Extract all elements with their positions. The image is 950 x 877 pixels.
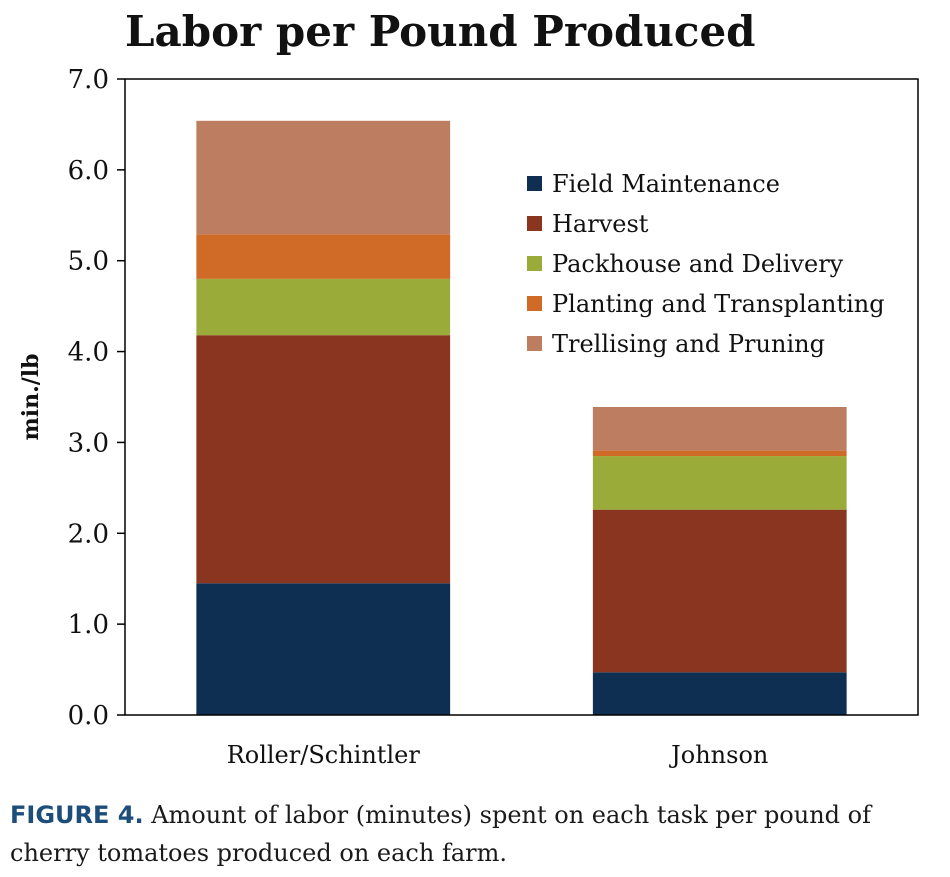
legend-swatch [527, 256, 542, 271]
bar-segment-harvest-roller-schintler [196, 335, 451, 584]
bar-segment-trellising-and-pruning-roller-schintler [196, 120, 451, 235]
legend-label: Planting and Transplanting [552, 290, 885, 318]
legend-label: Trellising and Pruning [552, 330, 825, 358]
bar-segment-planting-and-transplanting-roller-schintler [196, 234, 451, 279]
legend-label: Harvest [552, 210, 649, 238]
legend: Field Maintenance Harvest Packhouse and De… [527, 170, 885, 358]
y-tick-label: 3.0 [68, 428, 109, 458]
caption-label: FIGURE 4. [10, 801, 144, 829]
y-axis-label: min./lb [18, 353, 44, 440]
x-axis-labels: Roller/Schintler Johnson [227, 741, 769, 769]
chart-title: Labor per Pound Produced [125, 7, 756, 56]
y-tick-label: 7.0 [68, 65, 109, 95]
figure-caption: FIGURE 4. Amount of labor (minutes) spen… [10, 796, 945, 872]
plot-area-frame [124, 78, 919, 716]
bar-segment-trellising-and-pruning-johnson [592, 406, 847, 451]
legend-label: Field Maintenance [552, 170, 780, 198]
legend-swatch [527, 216, 542, 231]
y-tick-label: 0.0 [68, 701, 109, 731]
bar-segment-packhouse-and-delivery-johnson [592, 456, 847, 510]
caption-text: Amount of labor (minutes) spent on each … [10, 801, 871, 867]
y-tick-label: 5.0 [68, 247, 109, 277]
y-tick-label: 6.0 [68, 156, 109, 186]
x-category-label: Johnson [668, 741, 768, 769]
legend-swatch [527, 296, 542, 311]
bars [196, 120, 847, 715]
y-tick-label: 4.0 [68, 338, 109, 368]
y-tick-label: 2.0 [68, 519, 109, 549]
y-axis-ticks: 0.0 1.0 2.0 3.0 4.0 5.0 6.0 7.0 [68, 65, 125, 731]
bar-segment-field-maintenance-roller-schintler [196, 583, 451, 715]
legend-swatch [527, 336, 542, 351]
legend-label: Packhouse and Delivery [552, 250, 844, 278]
y-tick-label: 1.0 [68, 610, 109, 640]
bar-segment-field-maintenance-johnson [592, 672, 847, 715]
x-category-label: Roller/Schintler [227, 741, 421, 769]
bar-segment-planting-and-transplanting-johnson [592, 450, 847, 457]
bar-segment-packhouse-and-delivery-roller-schintler [196, 278, 451, 336]
chart: Labor per Pound Produced min./lb 0.0 1.0 2… [18, 7, 919, 769]
bar-segment-harvest-johnson [592, 509, 847, 673]
legend-swatch [527, 176, 542, 191]
